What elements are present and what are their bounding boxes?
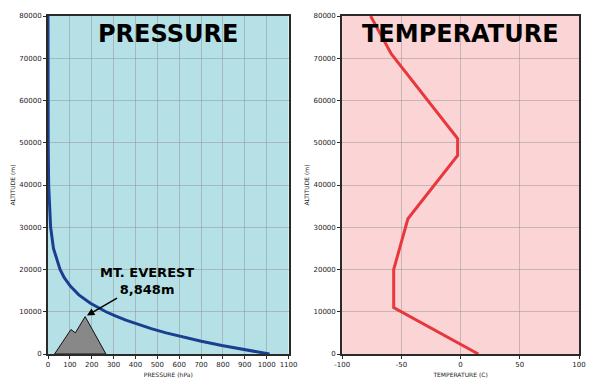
- svg-text:50: 50: [515, 361, 524, 369]
- svg-text:30000: 30000: [313, 224, 335, 232]
- svg-text:MT. EVEREST8,848m: MT. EVEREST8,848m: [100, 265, 194, 297]
- svg-text:70000: 70000: [19, 55, 41, 63]
- svg-text:80000: 80000: [19, 12, 41, 20]
- svg-text:200: 200: [85, 361, 98, 369]
- svg-text:-50: -50: [396, 361, 407, 369]
- svg-text:50000: 50000: [19, 139, 41, 147]
- svg-text:20000: 20000: [19, 266, 41, 274]
- svg-text:300: 300: [107, 361, 120, 369]
- svg-text:-100: -100: [334, 361, 350, 369]
- svg-text:TEMPERATURE (C): TEMPERATURE (C): [432, 371, 487, 378]
- svg-text:400: 400: [129, 361, 142, 369]
- svg-text:900: 900: [238, 361, 251, 369]
- svg-text:700: 700: [194, 361, 207, 369]
- svg-text:TEMPERATURE: TEMPERATURE: [362, 20, 559, 48]
- svg-text:600: 600: [173, 361, 186, 369]
- svg-text:0: 0: [331, 350, 335, 358]
- svg-text:0: 0: [46, 361, 50, 369]
- svg-text:80000: 80000: [313, 12, 335, 20]
- svg-text:20000: 20000: [313, 266, 335, 274]
- svg-text:500: 500: [151, 361, 164, 369]
- svg-text:0: 0: [37, 350, 41, 358]
- svg-text:50000: 50000: [313, 139, 335, 147]
- svg-text:1000: 1000: [258, 361, 276, 369]
- svg-text:ALTITUDE (m): ALTITUDE (m): [303, 165, 310, 206]
- svg-text:PRESSURE: PRESSURE: [98, 20, 238, 48]
- svg-text:40000: 40000: [19, 181, 41, 189]
- svg-text:800: 800: [216, 361, 229, 369]
- svg-text:10000: 10000: [313, 308, 335, 316]
- svg-text:ALTITUDE (m): ALTITUDE (m): [9, 165, 16, 206]
- svg-text:10000: 10000: [19, 308, 41, 316]
- svg-text:40000: 40000: [313, 181, 335, 189]
- svg-text:1100: 1100: [280, 361, 298, 369]
- svg-text:100: 100: [572, 361, 585, 369]
- svg-text:PRESSURE (hPa): PRESSURE (hPa): [144, 371, 193, 378]
- svg-text:0: 0: [458, 361, 462, 369]
- svg-text:100: 100: [63, 361, 76, 369]
- svg-text:60000: 60000: [19, 97, 41, 105]
- svg-text:70000: 70000: [313, 55, 335, 63]
- svg-text:30000: 30000: [19, 224, 41, 232]
- svg-text:60000: 60000: [313, 97, 335, 105]
